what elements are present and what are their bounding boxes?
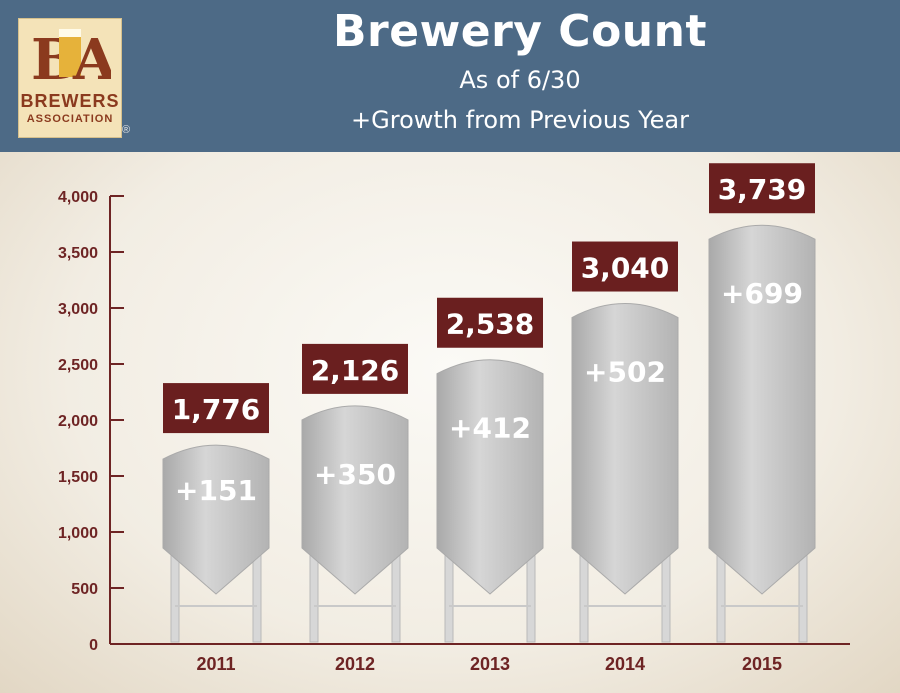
value-label-box (709, 163, 815, 214)
growth-label: +699 (721, 277, 803, 310)
y-tick-label: 3,000 (58, 301, 98, 318)
growth-label: +502 (584, 356, 666, 389)
growth-label: +151 (175, 474, 257, 507)
logo-text-association: ASSOCIATION (26, 113, 114, 125)
x-tick-label: 2012 (335, 654, 375, 674)
value-label-box (163, 383, 269, 434)
y-tick-label: 3,500 (58, 245, 98, 262)
brewers-association-logo: B A BREWERS ASSOCIATION (18, 18, 122, 138)
y-tick-label: 1,500 (58, 469, 98, 486)
growth-label: +412 (449, 412, 531, 445)
x-tick-label: 2014 (605, 654, 645, 674)
value-label: 2,126 (311, 354, 400, 387)
tank-body (301, 405, 409, 595)
y-tick-label: 2,000 (58, 413, 98, 430)
x-tick-label: 2015 (742, 654, 782, 674)
x-tick-label: 2011 (196, 654, 235, 674)
tank-body (571, 303, 679, 595)
y-tick-label: 0 (89, 637, 98, 654)
x-tick-label: 2013 (470, 654, 510, 674)
tank-body (436, 359, 544, 595)
growth-label: +350 (314, 458, 396, 491)
y-tick-label: 4,000 (58, 189, 98, 206)
header-banner: B A BREWERS ASSOCIATION ® Brewery Count … (0, 0, 900, 152)
value-label: 2,538 (446, 308, 535, 341)
tank-bar (162, 444, 270, 643)
value-label-box (437, 297, 543, 348)
logo-text-brewers: BREWERS (20, 91, 120, 111)
value-label-box (572, 241, 678, 292)
tank-bar (301, 405, 409, 643)
y-tick-label: 2,500 (58, 357, 98, 374)
svg-text:A: A (72, 27, 111, 87)
chart-title: Brewery Count (333, 6, 707, 57)
tank-body (162, 444, 270, 595)
registered-mark: ® (122, 124, 131, 136)
tank-bar (708, 224, 816, 643)
value-label: 3,040 (581, 252, 670, 285)
y-tick-label: 500 (71, 581, 98, 598)
y-tick-label: 1,000 (58, 525, 98, 542)
chart-subtitle: As of 6/30 (459, 66, 581, 94)
chart-note: +Growth from Previous Year (351, 106, 689, 134)
tank-bars (162, 224, 816, 643)
tank-body (708, 224, 816, 595)
tank-bar (436, 359, 544, 643)
tank-bar (571, 303, 679, 643)
data-labels: +151 1,776 2011 +350 2,126 2012 +412 2,538 2013 +… (163, 163, 815, 674)
value-label: 3,739 (718, 173, 807, 206)
y-axis: 0 500 1,000 1,500 2,000 2,500 3,000 3,500 4,000 (58, 189, 850, 654)
value-label-box (302, 343, 408, 394)
value-label: 1,776 (172, 393, 261, 426)
ba-logo-icon: B A (31, 27, 111, 87)
